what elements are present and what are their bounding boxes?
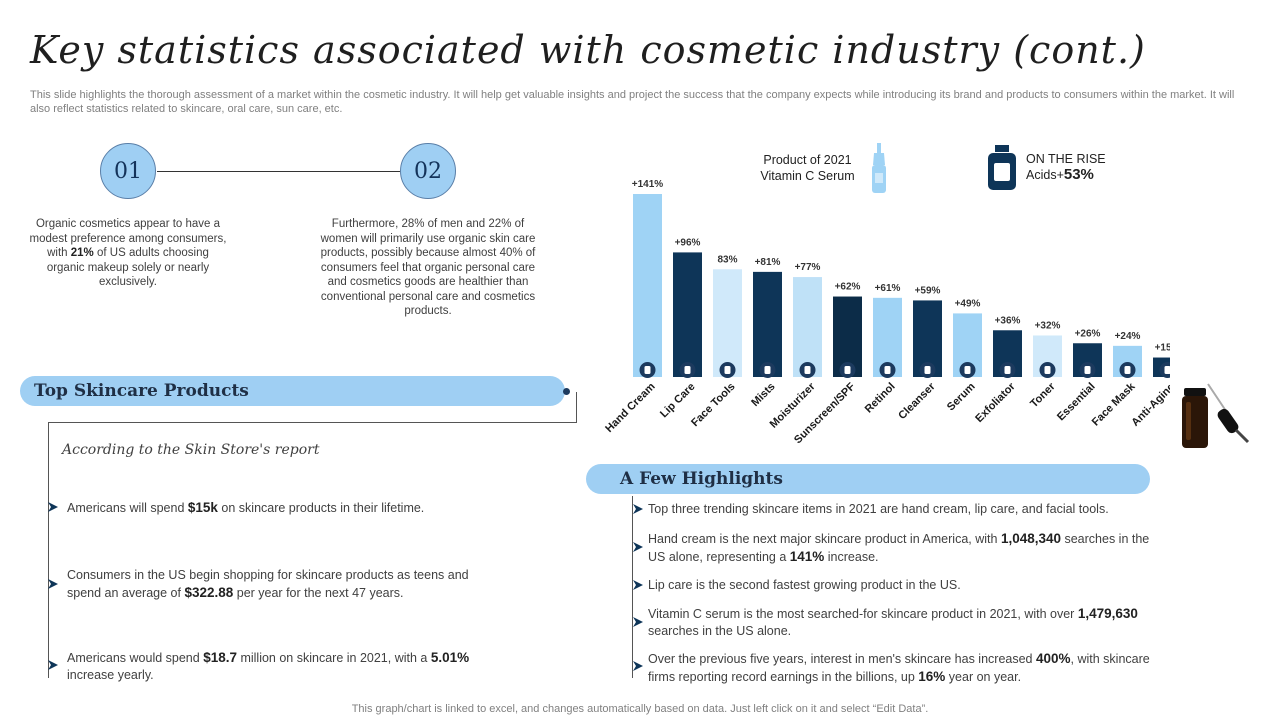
category-label: Mists — [749, 381, 777, 409]
bar-face-tools — [713, 269, 742, 377]
heading-connector-dot — [563, 388, 570, 395]
acid-bottle-icon — [988, 145, 1016, 190]
category-label: Retinol — [863, 381, 898, 416]
footnote: This graph/chart is linked to excel, and… — [351, 703, 929, 715]
bar-value-label: +141% — [632, 179, 664, 190]
legend-rise-line1: ON THE RISE — [1026, 152, 1106, 166]
product-glyph-icon — [764, 366, 771, 374]
product-glyph-icon — [964, 366, 971, 374]
bar-value-label: +62% — [835, 282, 861, 293]
bar-mists — [753, 271, 782, 377]
bullet-arrow-icon — [633, 542, 643, 552]
highlight-item-2: Hand cream is the next major skincare pr… — [648, 531, 1150, 564]
stat-connector-line — [157, 171, 400, 172]
page-subtitle: This slide highlights the thorough asses… — [30, 89, 1235, 115]
category-label: Serum — [945, 380, 978, 413]
bar-hand-cream — [633, 194, 662, 377]
bar-value-label: +36% — [995, 315, 1021, 326]
stat-number-02: 02 — [400, 143, 456, 199]
bar-lip-care — [673, 252, 702, 377]
highlights-heading-label: A Few Highlights — [620, 469, 783, 489]
serum-bottle-illustration — [1182, 383, 1250, 448]
product-glyph-icon — [684, 366, 691, 374]
product-glyph-icon — [884, 366, 891, 374]
product-glyph-icon — [724, 366, 731, 374]
bullet-arrow-icon — [48, 579, 58, 589]
product-glyph-icon — [1124, 366, 1131, 374]
top-skincare-heading: Top Skincare Products — [20, 376, 565, 406]
legend-product-text: Product of 2021 Vitamin C Serum — [740, 152, 875, 184]
bar-value-label: +15% — [1155, 343, 1170, 354]
bar-value-label: +59% — [915, 285, 941, 296]
top-skincare-heading-label: Top Skincare Products — [34, 381, 249, 401]
product-glyph-icon — [1044, 366, 1051, 374]
panel-border-top — [48, 422, 577, 423]
bar-value-label: +32% — [1035, 320, 1061, 331]
product-glyph-icon — [924, 366, 931, 374]
stat-number-01: 01 — [100, 143, 156, 199]
bar-value-label: +96% — [675, 237, 701, 248]
legend-rise-text: ON THE RISE Acids+53% — [1026, 151, 1106, 183]
product-glyph-icon — [804, 366, 811, 374]
bullet-arrow-icon — [48, 660, 58, 670]
highlight-item-4: Vitamin C serum is the most searched-for… — [648, 606, 1138, 638]
highlights-heading: A Few Highlights — [586, 464, 1150, 494]
category-label: Cleanser — [896, 380, 938, 422]
skincare-bullet-2: Consumers in the US begin shopping for s… — [67, 568, 469, 600]
bar-moisturizer — [793, 277, 822, 377]
legend-product-line1: Product of 2021 — [763, 153, 852, 167]
panel-border-left — [48, 423, 49, 678]
legend-rise-line2: Acids+53% — [1026, 166, 1094, 183]
bar-value-label: 83% — [717, 254, 737, 265]
category-label: Exfoliator — [973, 380, 1018, 425]
category-label: Lip Care — [658, 381, 698, 421]
highlights-border-left — [632, 496, 633, 678]
bar-value-label: +81% — [755, 257, 781, 268]
legend-rise-value: 53% — [1063, 166, 1094, 183]
skincare-bullet-1: Americans will spend $15k on skincare pr… — [67, 500, 425, 515]
panel-border-connector — [576, 392, 577, 423]
product-glyph-icon — [1164, 366, 1170, 374]
bullet-arrow-icon — [633, 661, 643, 671]
stat-text-02: Furthermore, 28% of men and 22% of women… — [320, 218, 536, 317]
product-glyph-icon — [1004, 366, 1011, 374]
bullet-arrow-icon — [633, 580, 643, 590]
bar-value-label: +61% — [875, 283, 901, 294]
highlight-item-5: Over the previous five years, interest i… — [648, 651, 1150, 684]
bar-value-label: +24% — [1115, 331, 1141, 342]
category-label: Essential — [1055, 381, 1098, 424]
category-label: Hand Cream — [603, 380, 657, 434]
product-glyph-icon — [644, 366, 651, 374]
bullet-arrow-icon — [48, 502, 58, 512]
bar-value-label: +77% — [795, 262, 821, 273]
highlight-item-1: Top three trending skincare items in 202… — [648, 502, 1109, 516]
category-label: Toner — [1028, 380, 1058, 410]
serum-dropper-bottle-icon — [872, 143, 886, 193]
stat-text-01: Organic cosmetics appear to have a modes… — [29, 218, 227, 288]
bullet-arrow-icon — [633, 504, 643, 514]
product-glyph-icon — [844, 366, 851, 374]
bar-value-label: +26% — [1075, 328, 1101, 339]
bullet-arrow-icon — [633, 617, 643, 627]
legend-product-line2: Vitamin C Serum — [760, 169, 855, 183]
bar-value-label: +49% — [955, 298, 981, 309]
page-title: Key statistics associated with cosmetic … — [30, 28, 1146, 72]
product-glyph-icon — [1084, 366, 1091, 374]
highlight-item-3: Lip care is the second fastest growing p… — [648, 578, 961, 592]
skincare-bullet-3: Americans would spend $18.7 million on s… — [67, 650, 470, 682]
report-heading: According to the Skin Store's report — [62, 442, 320, 458]
